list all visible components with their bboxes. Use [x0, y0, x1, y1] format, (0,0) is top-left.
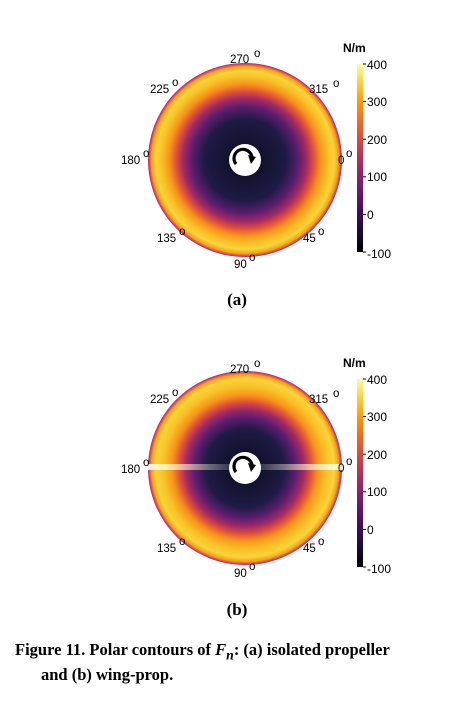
colorbar-tick-label: -100	[367, 562, 391, 576]
svg-text:o: o	[346, 456, 352, 468]
polar-contour-plot-a: 270 o 315 o 0 o 45 o 90 o 135 o 180 o 22…	[121, 41, 391, 271]
angle-label-315: 315	[309, 84, 328, 96]
svg-text:o: o	[179, 226, 185, 238]
colorbar-unit-a: N/m	[343, 41, 366, 55]
svg-text:o: o	[318, 536, 324, 548]
angle-label-225: 225	[150, 394, 169, 406]
angle-label-315: 315	[309, 394, 328, 406]
colorbar-tick-label: 100	[367, 485, 387, 499]
colorbar-tick-label: 300	[367, 410, 387, 424]
angle-label-180: 180	[121, 155, 140, 167]
panel-a: 270 o 315 o 0 o 45 o 90 o 135 o 180 o 22…	[0, 0, 474, 320]
svg-text:o: o	[143, 457, 149, 469]
panel-label-a: (a)	[227, 290, 247, 309]
svg-text:o: o	[318, 226, 324, 238]
caption-line-2: and (b) wing-prop.	[41, 665, 174, 685]
colorbar-tick-label: 100	[367, 170, 387, 184]
angle-label-135: 135	[157, 543, 176, 555]
caption-suffix: : (a) isolated propeller	[233, 640, 390, 659]
figure-caption: Figure 11. Polar contours of Fn: (a) iso…	[15, 640, 470, 685]
colorbar-ticks-b	[363, 378, 366, 568]
colorbar-tick-label: 200	[367, 448, 387, 462]
caption-prefix: Figure 11. Polar contours of	[15, 640, 216, 659]
colorbar-b	[357, 379, 363, 567]
colorbar-a	[357, 64, 363, 252]
svg-text:o: o	[254, 48, 260, 60]
angle-label-45: 45	[303, 233, 316, 245]
svg-text:o: o	[333, 388, 339, 400]
angle-label-270: 270	[230, 364, 249, 376]
svg-text:o: o	[333, 78, 339, 90]
svg-text:o: o	[346, 148, 352, 160]
svg-text:o: o	[179, 536, 185, 548]
angle-label-0: 0	[338, 463, 344, 475]
colorbar-tick-label: 400	[367, 373, 387, 387]
angle-label-45: 45	[303, 543, 316, 555]
colorbar-tick-label: -100	[367, 247, 391, 261]
svg-text:o: o	[249, 561, 255, 573]
polar-contour-plot-b: 270 o 315 o 0 o 45 o 90 o 135 o 180 o 22…	[121, 356, 391, 580]
angle-label-270: 270	[230, 54, 249, 66]
svg-text:o: o	[143, 148, 149, 160]
panel-b: 270 o 315 o 0 o 45 o 90 o 135 o 180 o 22…	[0, 315, 474, 635]
angle-label-225: 225	[150, 84, 169, 96]
angle-label-180: 180	[121, 464, 140, 476]
colorbar-tick-label: 300	[367, 95, 387, 109]
caption-subscript: n	[226, 647, 234, 663]
caption-symbol: F	[215, 640, 227, 659]
colorbar-tick-label: 0	[367, 208, 374, 222]
colorbar-tick-label: 400	[367, 58, 387, 72]
angle-label-0: 0	[338, 155, 344, 167]
colorbar-tick-label: 0	[367, 523, 374, 537]
colorbar-ticks-a	[363, 63, 366, 253]
colorbar-unit-b: N/m	[343, 356, 366, 370]
rotation-arrow-icon-b	[232, 455, 256, 474]
angle-label-90: 90	[234, 568, 247, 580]
rotation-arrow-icon-a	[232, 147, 256, 166]
svg-text:o: o	[172, 387, 178, 399]
svg-text:o: o	[172, 77, 178, 89]
angle-label-90: 90	[234, 259, 247, 271]
svg-text:o: o	[254, 358, 260, 370]
svg-text:o: o	[249, 252, 255, 264]
colorbar-tick-label: 200	[367, 133, 387, 147]
angle-label-135: 135	[157, 233, 176, 245]
panel-label-b: (b)	[226, 600, 248, 619]
